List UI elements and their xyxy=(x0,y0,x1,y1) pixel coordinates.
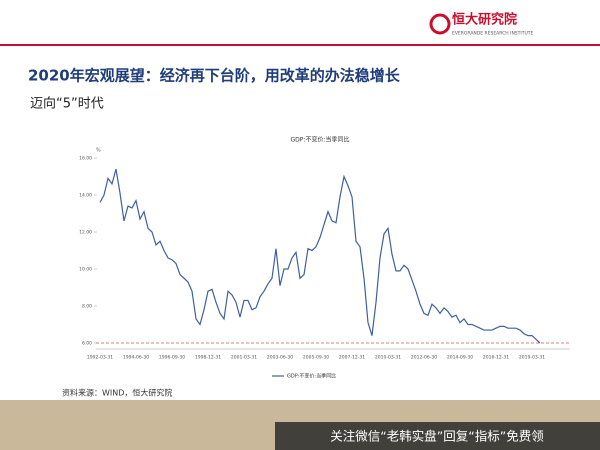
y-tick-label: 12.00 xyxy=(79,230,92,236)
x-tick-label: 2001-03-31 xyxy=(231,355,257,361)
y-tick-label: 16.00 xyxy=(79,156,92,162)
y-tick-label: 14.00 xyxy=(79,193,92,199)
y-unit: % xyxy=(96,148,101,154)
legend-label: GDP:不变价:当季同比 xyxy=(287,373,336,380)
x-tick-label: 2007-12-31 xyxy=(339,355,365,361)
source: 资料来源：WIND，恒大研究院 xyxy=(62,388,172,398)
x-tick-label: 1992-03-31 xyxy=(87,355,113,361)
x-tick-label: 2014-09-30 xyxy=(447,355,473,361)
series-line xyxy=(99,168,541,344)
slide-title: 2020年宏观展望：经济再下台阶，用改革的办法稳增长 xyxy=(28,67,401,85)
y-tick-label: 6.00 xyxy=(82,341,92,347)
x-tick-label: 2003-06-30 xyxy=(267,355,293,361)
banner-text: 关注微信“老韩实盘”回复“指标”免费领 xyxy=(330,429,544,444)
slide-subtitle: 迈向“5”时代 xyxy=(30,96,104,112)
y-tick-label: 10.00 xyxy=(79,267,92,273)
logo-icon xyxy=(429,13,451,35)
y-tick-label: 8.00 xyxy=(82,304,92,310)
x-tick-label: 2005-09-30 xyxy=(303,355,329,361)
x-tick-label: 2010-03-31 xyxy=(375,355,401,361)
chart-title: GDP:不变价:当季同比 xyxy=(291,136,350,144)
banner-strip xyxy=(275,422,600,450)
x-tick-label: 1996-09-30 xyxy=(159,355,185,361)
x-tick-label: 1998-12-31 xyxy=(195,355,221,361)
x-tick-label: 1994-06-30 xyxy=(123,355,149,361)
x-tick-label: 2019-03-31 xyxy=(519,355,545,361)
x-tick-label: 2016-12-31 xyxy=(483,355,509,361)
logo-name: 恒大研究院 xyxy=(452,12,517,28)
logo-sub: EVERGRANDE RESEARCH INSTITUTE xyxy=(452,31,534,37)
x-tick-label: 2012-06-30 xyxy=(411,355,437,361)
